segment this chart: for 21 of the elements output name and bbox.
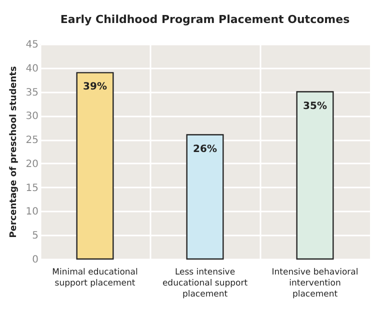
y-tick-label: 40 — [26, 63, 38, 74]
y-axis-title: Percentage of preschool students — [8, 66, 19, 238]
bar — [76, 72, 114, 260]
y-tick-label: 30 — [26, 111, 38, 122]
y-tick-label: 35 — [26, 87, 38, 98]
x-tick-label: Intensive behavioral intervention placement — [272, 268, 358, 300]
bar — [186, 134, 224, 260]
y-tick-label: 15 — [26, 182, 38, 194]
y-tick-label: 0 — [32, 254, 38, 266]
data-label: 35% — [303, 100, 327, 112]
x-tick-label: Less intensive educational support placement — [162, 268, 248, 300]
y-tick-label: 25 — [26, 135, 38, 146]
data-label: 39% — [83, 82, 107, 93]
chart-title: Early Childhood Program Placement Outcomes — [60, 13, 350, 26]
x-tick-label: Minimal educational support placement — [52, 268, 138, 288]
y-tick-label: 20 — [26, 158, 38, 170]
data-label: 26% — [193, 144, 217, 155]
y-tick-label: 10 — [26, 206, 38, 218]
y-tick-label: 5 — [32, 230, 38, 242]
bar — [296, 91, 334, 260]
y-tick-label: 45 — [26, 40, 38, 50]
